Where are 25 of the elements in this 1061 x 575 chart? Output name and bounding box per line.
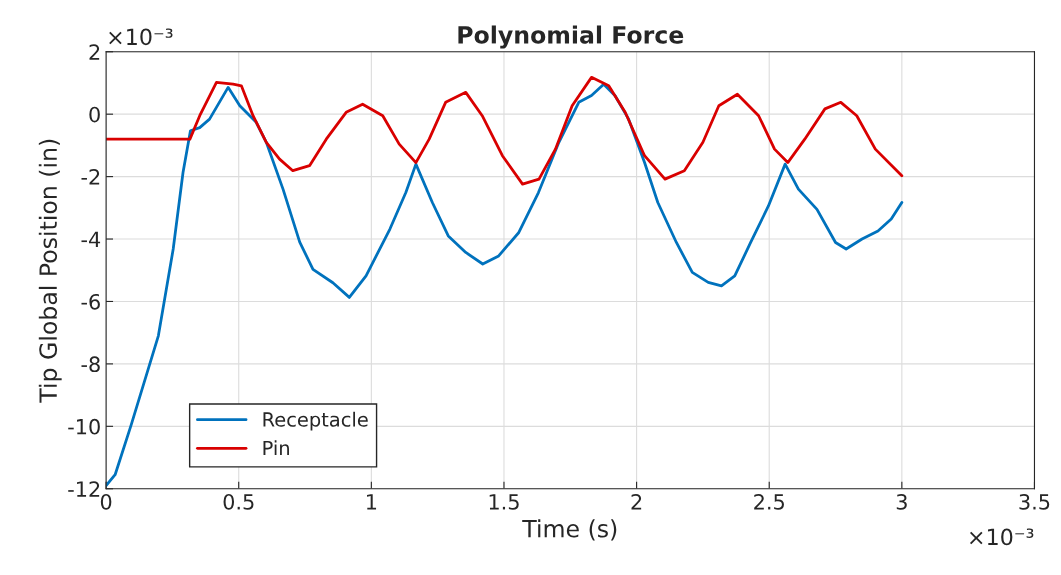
y-tick-label: -2: [81, 169, 100, 185]
x-tick-label: 2: [631, 493, 642, 510]
y-tick-label: -6: [81, 293, 100, 310]
legend-label: Pin: [263, 440, 289, 456]
y-tick-label: -12: [68, 481, 100, 497]
x-tick-label: 0: [100, 493, 112, 510]
line-series: [106, 82, 904, 488]
y-tick-label: -8: [81, 356, 100, 373]
x-tick-label: 0.5: [223, 493, 254, 510]
x-tick-label: 1: [367, 494, 377, 510]
y-tick-label: 2: [89, 44, 100, 60]
text: ×10⁻³: [969, 528, 1034, 546]
y-tick-label: -10: [68, 418, 100, 435]
text: ×10⁻³: [109, 28, 173, 46]
x-tick-label: 3.5: [1019, 493, 1050, 510]
y-tick-label: -4: [81, 231, 101, 247]
chart-title: Polynomial Force: [458, 25, 684, 49]
y-tick-label: 0: [89, 106, 100, 123]
y-axis-title: Tip Global Position (in): [38, 139, 62, 403]
x-tick-label: 1.5: [489, 494, 519, 510]
line-series: [106, 75, 904, 186]
x-tick-label: 2.5: [754, 493, 784, 510]
x-tick-label: 3: [896, 493, 907, 510]
legend-label: Receptacle: [263, 411, 368, 431]
x-axis-title: Time (s): [522, 519, 617, 541]
